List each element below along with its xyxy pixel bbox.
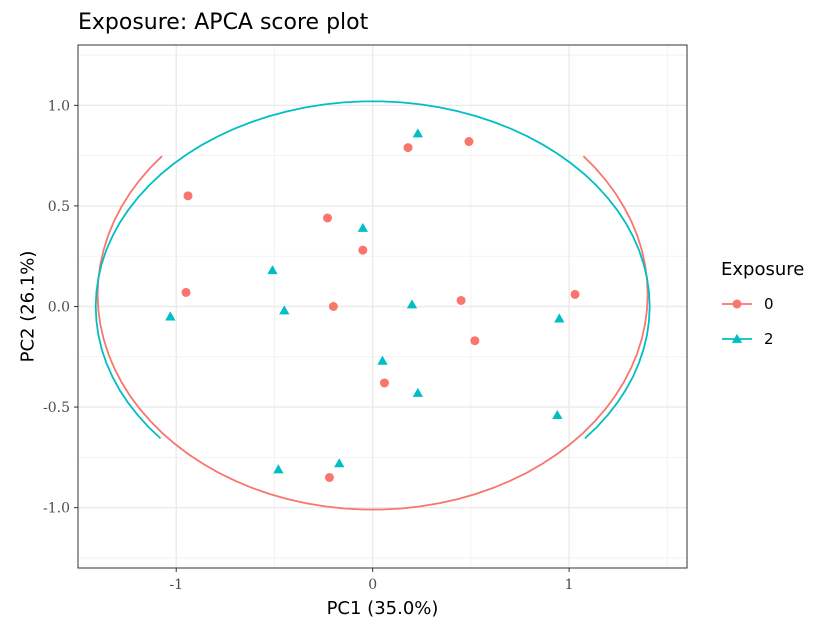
x-tick-label: 0 [368,577,377,593]
legend-marker-2 [731,333,743,343]
point-series-0 [358,245,368,255]
point-series-0 [470,336,480,346]
point-series-2 [552,409,563,420]
point-series-0 [324,472,334,482]
point-series-0 [379,378,389,388]
point-series-0 [183,191,193,201]
y-tick-label: 1.0 [48,98,70,114]
point-series-2 [554,313,565,323]
y-tick-label: -1.0 [43,501,70,517]
grid-major [78,45,687,568]
point-series-0 [464,137,474,147]
ellipse-series-2 [94,100,651,440]
y-tick-label: 0.0 [48,300,70,316]
point-series-0 [328,302,338,311]
legend-title: Exposure [721,259,804,280]
x-tick-label: 1 [565,577,574,593]
point-series-2 [334,458,345,468]
point-series-0 [403,143,413,153]
y-tick-label: -0.5 [43,400,70,416]
point-series-2 [412,128,424,138]
point-series-2 [406,299,418,309]
point-series-0 [456,295,466,305]
point-series-0 [181,287,191,297]
y-tick-label: 0.5 [48,199,70,215]
legend-label-2: 2 [764,330,774,348]
legend-label-0: 0 [764,295,774,313]
x-axis-title: PC1 (35.0%) [327,598,439,619]
legend-marker-0 [732,299,742,309]
point-series-0 [322,213,332,223]
point-series-2 [165,311,176,321]
point-series-2 [377,355,388,365]
grid-minor [77,45,687,568]
point-series-2 [267,265,278,275]
confidence-ellipses [94,100,651,511]
x-axis-ticks: -1 0 1 [169,568,574,593]
point-series-2 [273,464,284,474]
ellipse-series-0 [96,155,649,511]
point-series-0 [570,289,580,299]
chart-title: Exposure: APCA score plot [78,10,369,35]
point-series-2 [357,222,369,232]
legend: Exposure 0 2 [721,259,804,348]
y-axis-ticks: -1.0 -0.5 0.0 0.5 1.0 [43,98,78,517]
point-series-2 [412,387,424,397]
data-points [165,128,580,482]
y-axis-title: PC2 (26.1%) [17,251,38,363]
point-series-2 [279,305,290,315]
x-tick-label: -1 [169,577,183,593]
